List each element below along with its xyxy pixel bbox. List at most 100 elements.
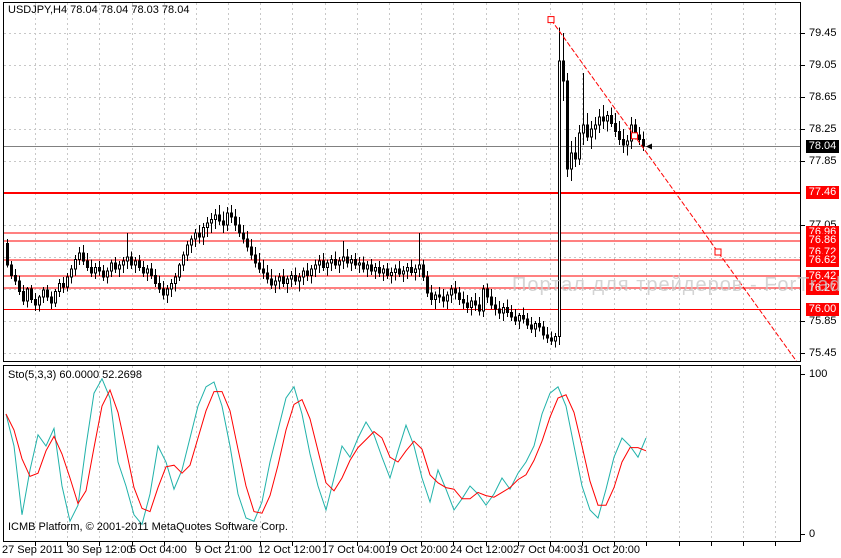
candle-body: [170, 283, 173, 290]
candle-body: [518, 315, 521, 322]
axis-ticks: [35, 33, 805, 546]
candle-body: [278, 276, 281, 282]
candle-body: [454, 288, 457, 294]
candle-body: [330, 259, 333, 264]
candle-body: [82, 252, 85, 262]
time-axis-label: 24 Oct 12:00: [450, 544, 513, 556]
time-axis-label: 27 Oct 04:00: [513, 544, 576, 556]
candle-body: [558, 60, 561, 337]
candle-body: [106, 270, 109, 278]
candle-body: [362, 262, 365, 270]
candle-body: [598, 116, 601, 126]
candle-body: [486, 288, 489, 298]
candle-body: [514, 316, 517, 322]
candle-body: [166, 288, 169, 296]
candle-body: [546, 334, 549, 339]
candle-body: [302, 270, 305, 278]
candle-body: [462, 299, 465, 304]
support-resistance-lines[interactable]: [4, 191, 800, 311]
candle-body: [126, 256, 129, 262]
candle-body: [298, 276, 301, 282]
bid-arrow-icon: [646, 143, 652, 150]
candle-body: [578, 132, 581, 160]
candle-body: [306, 270, 309, 277]
candle-body: [490, 296, 493, 306]
candle-body: [90, 267, 93, 274]
window-splitter[interactable]: [0, 361, 841, 367]
stochastic-signal-line: [5, 388, 647, 514]
candle-body: [74, 259, 77, 270]
candle-body: [130, 256, 133, 266]
candle-body: [270, 278, 273, 286]
candle-body: [494, 304, 497, 310]
candle-body: [10, 264, 13, 277]
candle-body: [554, 335, 557, 342]
candles: [6, 27, 645, 348]
candle-body: [222, 220, 225, 226]
candle-body: [50, 296, 53, 304]
candle-body: [94, 267, 97, 274]
candle-body: [594, 124, 597, 130]
candle-body: [98, 267, 101, 272]
candle-body: [86, 260, 89, 269]
candle-body: [474, 300, 477, 306]
candle-body: [374, 267, 377, 272]
trend-line[interactable]: [550, 19, 797, 362]
indicator-scale-label: 0: [809, 528, 816, 540]
candle-body: [314, 264, 317, 270]
candle-body: [566, 80, 569, 170]
time-axis-label: 17 Oct 04:00: [322, 544, 385, 556]
candle-body: [162, 288, 165, 296]
chart-grid: [4, 3, 800, 541]
candle-body: [318, 260, 321, 266]
candle-body: [382, 268, 385, 274]
candle-body: [250, 246, 253, 256]
copyright-text: ICMB Platform, © 2001-2011 MetaQuotes So…: [8, 521, 288, 533]
candle-body: [626, 140, 629, 146]
candle-body: [602, 116, 605, 122]
candle-body: [286, 278, 289, 285]
trend-line-handle[interactable]: [714, 248, 722, 256]
candle-body: [534, 323, 537, 330]
candle-body: [46, 289, 49, 298]
candle-body: [470, 300, 473, 309]
candle-body: [118, 264, 121, 270]
candle-body: [390, 271, 393, 277]
candle-body: [378, 267, 381, 274]
current-price-label: 78.04: [806, 140, 839, 153]
candle-body: [234, 216, 237, 226]
trend-line-handle[interactable]: [631, 132, 638, 140]
candle-body: [550, 337, 553, 342]
candle-body: [70, 268, 73, 278]
trend-line-handle[interactable]: [547, 16, 555, 24]
candle-body: [422, 264, 425, 278]
indicator-overlay: Sto(5,3,3) 60.0000 52.2698: [8, 369, 142, 381]
candle-body: [42, 289, 45, 298]
candle-body: [334, 259, 337, 266]
candle-body: [258, 262, 261, 270]
candle-body: [458, 292, 461, 301]
candle-body: [282, 276, 285, 285]
candle-body: [38, 296, 41, 306]
candle-body: [342, 256, 345, 262]
candle-body: [354, 259, 357, 266]
candle-body: [430, 292, 433, 301]
candle-body: [582, 124, 585, 134]
candle-body: [366, 264, 369, 270]
indicator-scale-label: 100: [809, 368, 828, 380]
candle-body: [570, 152, 573, 170]
price-tick-label: 77.85: [809, 155, 837, 168]
candle-body: [426, 276, 429, 294]
candle-body: [478, 304, 481, 312]
candle-body: [30, 288, 33, 301]
candle-body: [146, 268, 149, 274]
candle-body: [614, 123, 617, 133]
candle-body: [326, 262, 329, 269]
candle-body: [402, 270, 405, 275]
stochastic-main-line: [5, 377, 647, 526]
candle-body: [246, 238, 249, 248]
candle-body: [346, 256, 349, 264]
candle-body: [406, 267, 409, 272]
candle-body: [138, 260, 141, 269]
